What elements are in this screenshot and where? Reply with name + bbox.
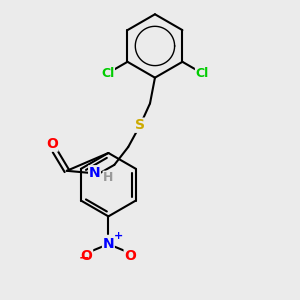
Text: O: O bbox=[46, 137, 58, 151]
Text: −: − bbox=[79, 252, 89, 265]
Text: O: O bbox=[81, 249, 92, 263]
Text: O: O bbox=[124, 249, 136, 263]
Text: +: + bbox=[114, 231, 124, 241]
Text: H: H bbox=[103, 171, 114, 184]
Text: Cl: Cl bbox=[101, 67, 114, 80]
Text: N: N bbox=[103, 237, 114, 251]
Text: N: N bbox=[89, 166, 100, 180]
Text: S: S bbox=[135, 118, 145, 132]
Text: Cl: Cl bbox=[196, 67, 209, 80]
